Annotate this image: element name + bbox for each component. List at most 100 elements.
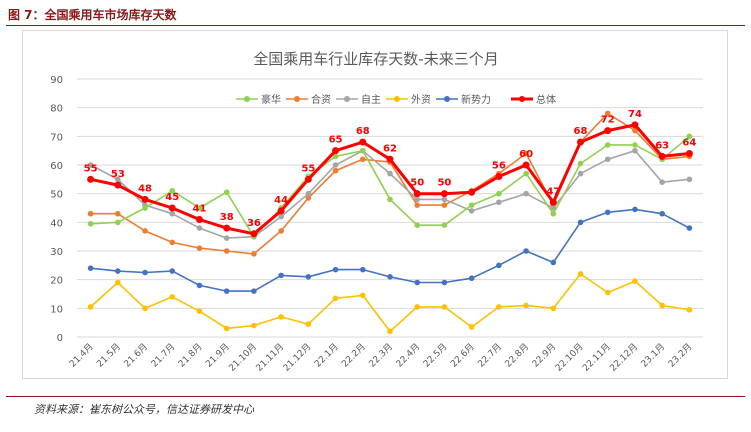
- legend-label: 总体: [536, 93, 556, 106]
- x-tick-label: 21.5月: [95, 341, 123, 369]
- data-point-总体: [495, 172, 503, 180]
- data-point-外资: [332, 295, 339, 302]
- data-point-合资: [523, 150, 529, 157]
- data-point-自主: [332, 162, 339, 168]
- data-point-豪华: [604, 142, 611, 148]
- data-point-新势力: [87, 265, 94, 271]
- data-point-合资: [441, 202, 448, 208]
- data-point-外资: [468, 324, 475, 330]
- x-tick-label: 21.12月: [281, 341, 313, 373]
- data-point-外资: [632, 278, 638, 284]
- x-tick-label: 22.2月: [340, 341, 368, 369]
- data-label: 63: [655, 140, 669, 151]
- data-point-合资: [359, 156, 366, 163]
- data-label: 38: [220, 212, 234, 223]
- data-label: 48: [138, 183, 152, 194]
- data-point-总体: [549, 198, 557, 206]
- legend-swatch-marker: [444, 96, 450, 102]
- data-label: 50: [437, 178, 451, 189]
- data-point-合资: [142, 228, 148, 234]
- data-point-新势力: [359, 266, 366, 273]
- data-point-总体: [141, 195, 149, 203]
- data-point-外资: [659, 302, 665, 309]
- data-point-豪华: [686, 133, 693, 140]
- data-label: 55: [301, 163, 315, 174]
- data-point-新势力: [414, 279, 421, 286]
- chart-title: 全国乘用车行业库存天数-未来三个月: [253, 50, 498, 68]
- data-point-自主: [659, 179, 665, 185]
- data-point-总体: [631, 121, 639, 129]
- legend-swatch-marker: [244, 96, 250, 102]
- data-label: 41: [193, 203, 207, 214]
- y-tick-label: 80: [50, 104, 63, 115]
- data-point-自主: [115, 176, 121, 183]
- data-point-新势力: [223, 288, 230, 294]
- data-point-新势力: [305, 274, 312, 280]
- data-point-新势力: [468, 275, 475, 282]
- data-point-外资: [305, 321, 312, 327]
- data-label: 60: [519, 149, 533, 160]
- y-tick-label: 30: [50, 247, 63, 258]
- data-point-外资: [278, 314, 284, 320]
- x-tick-label: 22.12月: [608, 341, 640, 373]
- data-point-合资: [305, 195, 312, 201]
- data-point-外资: [686, 306, 693, 313]
- data-point-总体: [468, 188, 476, 196]
- legend-label: 豪华: [261, 93, 281, 106]
- x-tick-label: 23.2月: [666, 341, 694, 369]
- data-point-外资: [196, 308, 203, 315]
- legend-label: 外资: [411, 94, 431, 106]
- data-point-豪华: [387, 196, 393, 203]
- data-point-自主: [414, 196, 421, 203]
- data-point-总体: [223, 224, 231, 232]
- data-point-自主: [223, 235, 230, 241]
- x-tick-label: 21.11月: [254, 341, 286, 373]
- data-point-总体: [168, 204, 176, 212]
- data-point-合资: [87, 210, 94, 217]
- data-point-合资: [251, 251, 257, 257]
- data-label: 68: [356, 126, 370, 137]
- data-point-外资: [387, 328, 393, 335]
- data-point-新势力: [441, 279, 448, 286]
- data-point-总体: [604, 127, 612, 135]
- data-point-外资: [223, 325, 230, 332]
- data-point-总体: [522, 161, 530, 169]
- data-point-总体: [87, 175, 95, 183]
- data-label: 36: [247, 218, 261, 229]
- data-point-总体: [332, 147, 340, 155]
- data-point-外资: [87, 304, 94, 310]
- data-point-豪华: [169, 188, 176, 194]
- data-point-自主: [305, 190, 312, 197]
- data-point-自主: [523, 190, 529, 197]
- data-point-豪华: [359, 147, 366, 154]
- data-point-外资: [577, 271, 584, 277]
- legend-label: 新势力: [461, 93, 491, 106]
- data-point-外资: [604, 289, 611, 296]
- data-point-自主: [496, 199, 502, 206]
- x-tick-label: 22.8月: [503, 341, 531, 369]
- data-label: 47: [546, 186, 560, 197]
- data-label: 74: [628, 109, 642, 120]
- data-point-总体: [413, 190, 421, 198]
- y-tick-label: 0: [57, 333, 63, 344]
- x-tick-label: 22.4月: [394, 341, 422, 369]
- data-point-豪华: [142, 205, 148, 211]
- data-point-外资: [359, 292, 366, 299]
- data-point-新势力: [251, 288, 257, 294]
- data-point-自主: [278, 213, 284, 220]
- legend-swatch-marker: [344, 96, 350, 102]
- data-label: 56: [492, 160, 506, 171]
- data-point-总体: [250, 230, 258, 238]
- legend-label: 合资: [311, 93, 331, 106]
- y-tick-label: 10: [50, 304, 63, 315]
- data-label: 50: [410, 178, 424, 189]
- data-point-自主: [441, 196, 448, 203]
- x-tick-label: 21.10月: [227, 341, 259, 373]
- footer-rule: [6, 396, 745, 397]
- data-point-新势力: [142, 269, 148, 276]
- title-rule: [6, 25, 745, 26]
- data-label: 44: [274, 195, 288, 206]
- data-point-总体: [386, 155, 394, 163]
- data-label: 55: [84, 163, 98, 174]
- data-point-豪华: [468, 202, 475, 208]
